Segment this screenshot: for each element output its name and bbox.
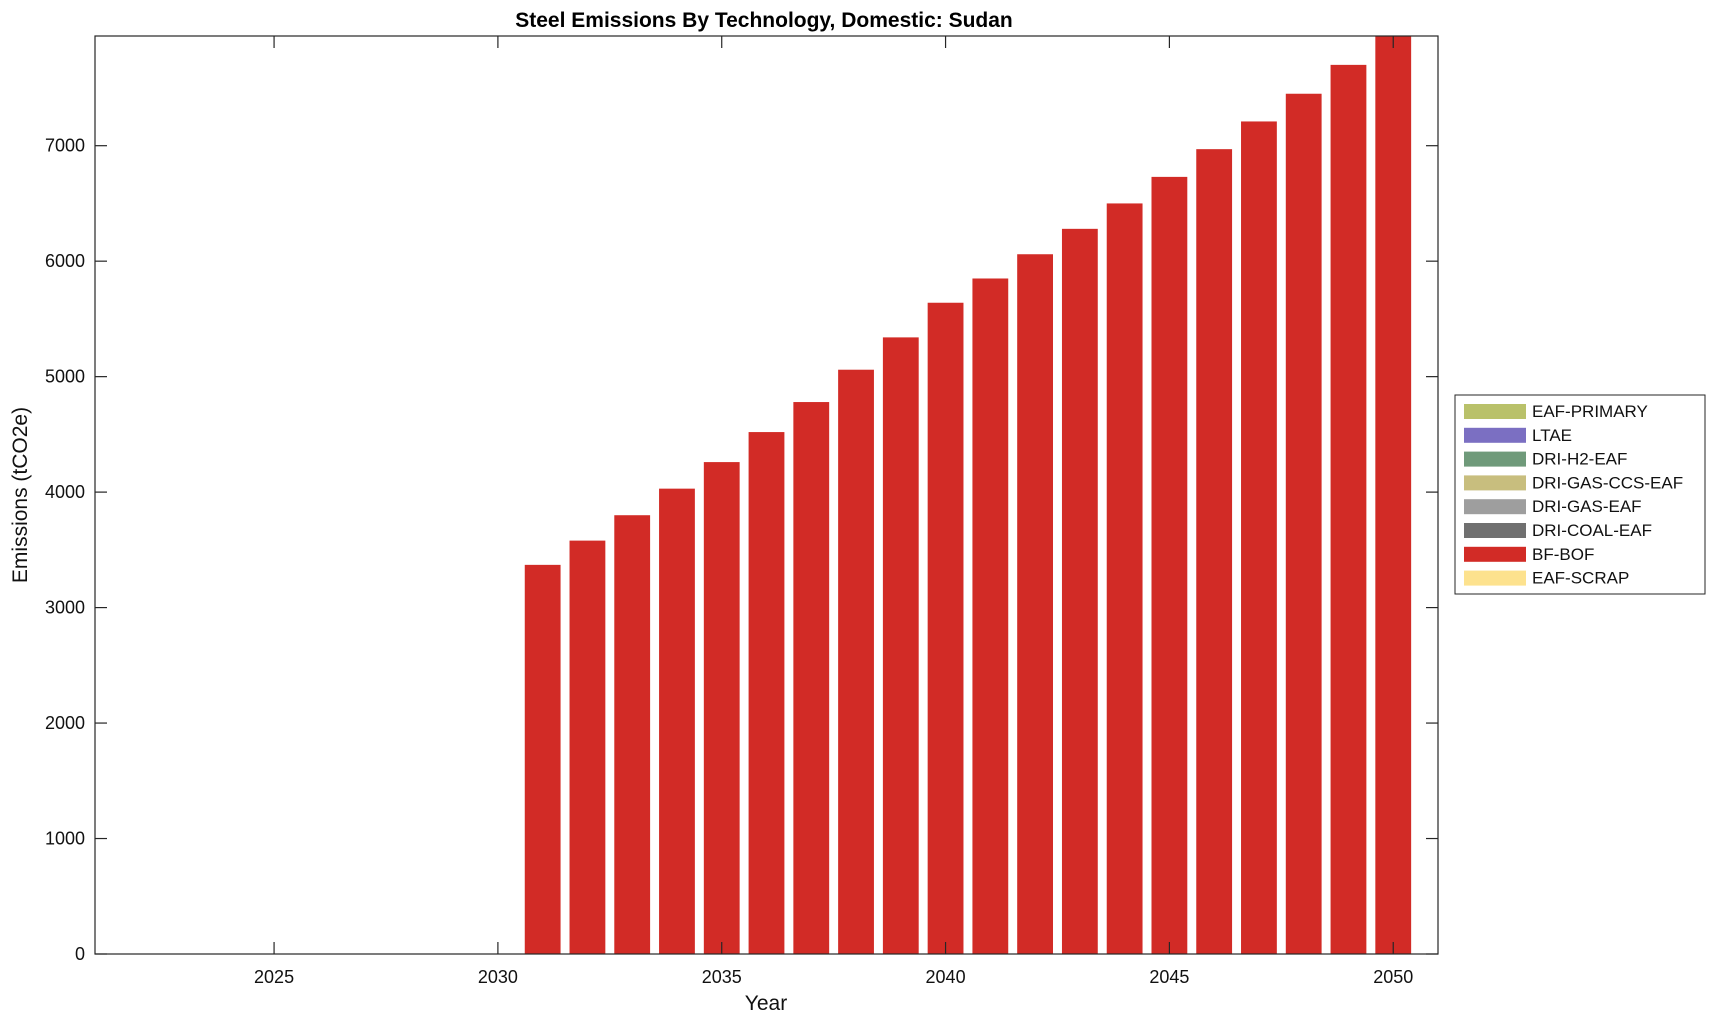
y-axis-label: Emissions (tCO2e) bbox=[9, 407, 32, 583]
bar-bf-bof-2036 bbox=[748, 432, 785, 954]
legend-swatch-eaf-scrap bbox=[1464, 570, 1526, 586]
bar-bf-bof-2041 bbox=[972, 278, 1009, 954]
legend-label-dri-h2-eaf: DRI-H2-EAF bbox=[1532, 450, 1627, 469]
legend-swatch-dri-gas-ccs-eaf bbox=[1464, 475, 1526, 491]
legend: EAF-PRIMARY LTAE DRI-H2-EAF DRI-GAS-CCS-EAF… bbox=[1454, 394, 1706, 595]
bar-bf-bof-2044 bbox=[1106, 203, 1143, 954]
legend-label-eaf-scrap: EAF-SCRAP bbox=[1532, 569, 1629, 588]
bar-bf-bof-2032 bbox=[569, 540, 606, 954]
bars-group bbox=[524, 36, 1412, 955]
x-axis-label: Year bbox=[745, 992, 787, 1015]
x-tick-label-2030: 2030 bbox=[478, 967, 518, 987]
bar-bf-bof-2038 bbox=[838, 369, 874, 955]
x-axis: 2025 2030 2035 2040 2045 2050 bbox=[254, 36, 1413, 987]
legend-swatch-dri-h2-eaf bbox=[1464, 451, 1526, 467]
y-tick-label-2000: 2000 bbox=[45, 713, 85, 733]
y-tick-label-3000: 3000 bbox=[45, 598, 85, 618]
bar-bf-bof-2040 bbox=[927, 302, 964, 954]
y-tick-label-5000: 5000 bbox=[45, 367, 85, 387]
x-tick-label-2025: 2025 bbox=[254, 967, 294, 987]
bar-bf-bof-2050 bbox=[1375, 36, 1412, 954]
bar-bf-bof-2031 bbox=[524, 564, 561, 954]
bar-bf-bof-2033 bbox=[614, 515, 651, 954]
y-tick-label-4000: 4000 bbox=[45, 482, 85, 502]
y-tick-label-0: 0 bbox=[75, 944, 85, 964]
legend-label-dri-gas-eaf: DRI-GAS-EAF bbox=[1532, 497, 1642, 516]
bar-bf-bof-2046 bbox=[1196, 149, 1233, 954]
legend-swatch-ltae bbox=[1464, 427, 1526, 443]
bar-bf-bof-2042 bbox=[1017, 254, 1053, 955]
bar-bf-bof-2045 bbox=[1151, 176, 1188, 954]
legend-label-eaf-primary: EAF-PRIMARY bbox=[1532, 402, 1648, 421]
legend-box bbox=[1454, 394, 1706, 595]
bar-bf-bof-2035 bbox=[703, 462, 740, 954]
x-tick-label-2050: 2050 bbox=[1373, 967, 1413, 987]
legend-swatch-eaf-primary bbox=[1464, 404, 1526, 419]
plot-frame bbox=[94, 35, 1439, 955]
bar-bf-bof-2048 bbox=[1285, 93, 1322, 955]
legend-label-ltae: LTAE bbox=[1532, 426, 1572, 445]
bar-bf-bof-2034 bbox=[659, 488, 695, 954]
legend-label-bf-bof: BF-BOF bbox=[1532, 545, 1594, 564]
x-tick-label-2045: 2045 bbox=[1149, 967, 1189, 987]
x-tick-label-2040: 2040 bbox=[926, 967, 966, 987]
chart-title: Steel Emissions By Technology, Domestic:… bbox=[515, 9, 1013, 32]
bar-bf-bof-2039 bbox=[882, 337, 919, 954]
legend-swatch-dri-gas-eaf bbox=[1464, 499, 1526, 515]
x-tick-label-2035: 2035 bbox=[702, 967, 742, 987]
legend-swatch-bf-bof bbox=[1464, 546, 1526, 562]
y-tick-label-1000: 1000 bbox=[45, 829, 85, 849]
y-axis: 0 1000 2000 3000 4000 5000 6000 7000 bbox=[45, 136, 1438, 964]
bar-bf-bof-2049 bbox=[1330, 64, 1367, 955]
bar-bf-bof-2047 bbox=[1241, 121, 1277, 954]
y-tick-label-7000: 7000 bbox=[45, 136, 85, 156]
bar-bf-bof-2043 bbox=[1061, 228, 1098, 955]
legend-label-dri-gas-ccs-eaf: DRI-GAS-CCS-EAF bbox=[1532, 473, 1683, 492]
legend-label-dri-coal-eaf: DRI-COAL-EAF bbox=[1532, 521, 1652, 540]
y-tick-label-6000: 6000 bbox=[45, 251, 85, 271]
bar-bf-bof-2037 bbox=[793, 402, 830, 954]
legend-swatch-dri-coal-eaf bbox=[1464, 523, 1526, 538]
